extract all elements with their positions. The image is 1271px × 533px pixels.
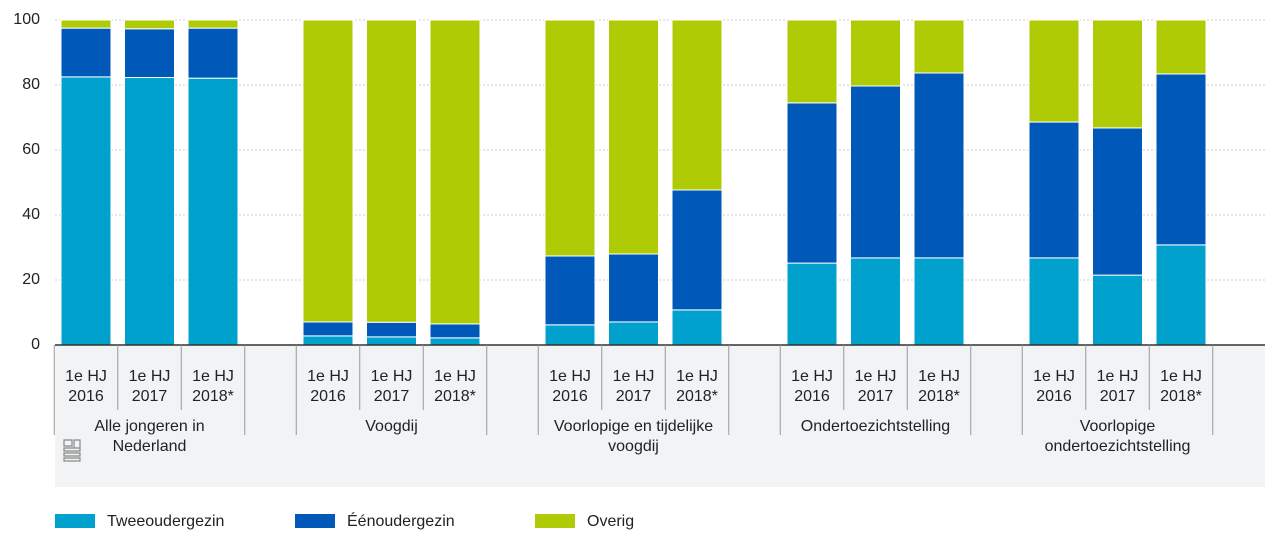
- bar-segment: [671, 19, 723, 191]
- bar-segment: [1028, 257, 1080, 346]
- bar-segment: [608, 19, 659, 255]
- x-tick-label: 1e HJ 2016: [307, 368, 349, 405]
- bar-segment: [608, 321, 659, 346]
- bar-segment: [1092, 127, 1143, 276]
- x-tick-label: 1e HJ 2018*: [918, 368, 960, 405]
- x-tick-label: 1e HJ 2016: [65, 368, 107, 405]
- y-tick-label: 60: [22, 141, 40, 158]
- bar-segment: [60, 27, 112, 78]
- bar-segment: [1155, 19, 1207, 75]
- bar-segment: [429, 323, 481, 339]
- x-tick-label: 1e HJ 2017: [854, 368, 897, 405]
- bar-segment: [671, 309, 723, 346]
- y-tick-label: 40: [22, 206, 40, 223]
- x-tick-label: 1e HJ 2017: [128, 368, 171, 405]
- y-tick-label: 80: [22, 76, 40, 93]
- bar-segment: [302, 321, 354, 337]
- bar-segment: [1028, 19, 1080, 123]
- bar-segment: [544, 255, 596, 326]
- bar-segment: [302, 19, 354, 323]
- bar-segment: [913, 257, 965, 346]
- bar-segment: [608, 253, 659, 323]
- bar-segment: [1092, 19, 1143, 129]
- bar-segment: [187, 77, 239, 346]
- bar-segment: [850, 85, 901, 259]
- legend-swatch: [55, 514, 95, 528]
- bar-segment: [913, 19, 965, 74]
- x-tick-label: 1e HJ 2018*: [434, 368, 476, 405]
- y-tick-label: 100: [13, 11, 40, 28]
- x-tick-label: 1e HJ 2016: [549, 368, 591, 405]
- group-label: Ondertoezichtstelling: [800, 418, 951, 435]
- bar-segment: [124, 19, 175, 30]
- bar-segment: [1155, 73, 1207, 246]
- legend-label: Éénoudergezin: [347, 511, 455, 530]
- bar-segment: [786, 19, 838, 104]
- x-tick-label: 1e HJ 2017: [612, 368, 655, 405]
- legend-label: Tweeoudergezin: [107, 513, 224, 530]
- bar-segment: [1155, 244, 1207, 346]
- x-tick-label: 1e HJ 2018*: [676, 368, 718, 405]
- bar-segment: [544, 324, 596, 346]
- legend-swatch: [535, 514, 575, 528]
- label-area: [55, 345, 1265, 487]
- bar-segment: [850, 19, 901, 87]
- logo-shape: [63, 439, 81, 462]
- bar-segment: [60, 19, 112, 29]
- bar-segment: [429, 19, 481, 325]
- bar-segment: [366, 321, 417, 338]
- bar-segment: [124, 77, 175, 346]
- bar-segment: [302, 335, 354, 346]
- y-tick-label: 20: [22, 271, 40, 288]
- bar-segment: [1028, 121, 1080, 259]
- x-tick-label: 1e HJ 2016: [1033, 368, 1075, 405]
- bar-segment: [187, 19, 239, 29]
- bar-segment: [60, 76, 112, 346]
- legend-label: Overig: [587, 513, 634, 530]
- bar-segment: [786, 102, 838, 264]
- x-tick-label: 1e HJ 2017: [370, 368, 413, 405]
- bar-segment: [850, 257, 901, 346]
- bar-segment: [124, 28, 175, 79]
- bar-segment: [671, 189, 723, 311]
- bar-segment: [366, 19, 417, 323]
- bar-segment: [187, 27, 239, 79]
- bar-segment: [544, 19, 596, 257]
- group-label: Voorlopige ondertoezichtstelling: [1044, 418, 1191, 455]
- x-tick-label: 1e HJ 2016: [791, 368, 833, 405]
- x-tick-label: 1e HJ 2017: [1096, 368, 1139, 405]
- bar-segment: [786, 262, 838, 346]
- legend-swatch: [295, 514, 335, 528]
- bar-segment: [429, 337, 481, 346]
- x-tick-label: 1e HJ 2018*: [192, 368, 234, 405]
- bar-segment: [366, 336, 417, 346]
- group-label: Voorlopige en tijdelijke voogdij: [553, 418, 714, 455]
- bar-segment: [913, 72, 965, 259]
- y-tick-label: 0: [31, 336, 40, 353]
- group-label: Voogdij: [365, 418, 418, 435]
- group-label: Alle jongeren in Nederland: [94, 418, 205, 455]
- bar-segment: [1092, 274, 1143, 346]
- x-tick-label: 1e HJ 2018*: [1160, 368, 1202, 405]
